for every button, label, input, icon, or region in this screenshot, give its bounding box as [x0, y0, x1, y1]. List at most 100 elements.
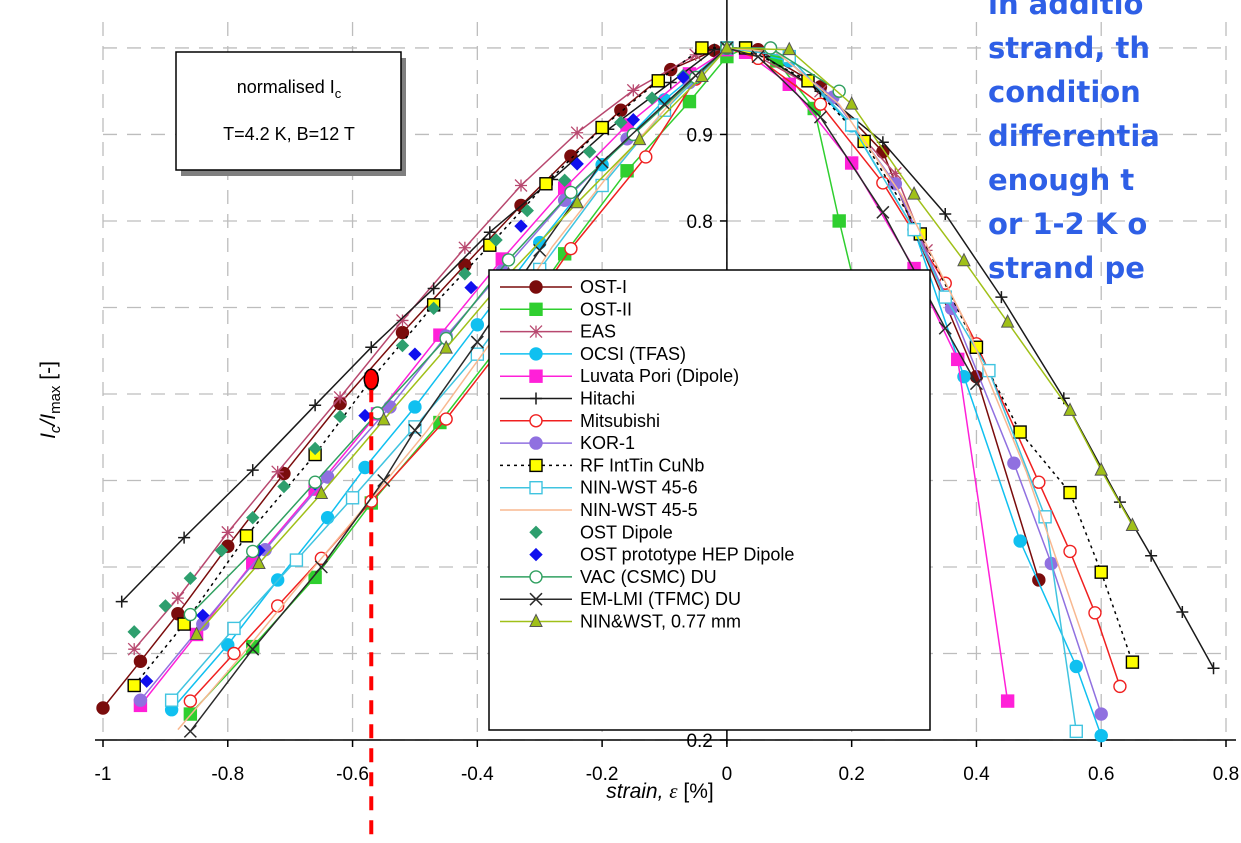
data-point — [689, 48, 703, 62]
data-point — [308, 475, 322, 489]
data-point — [345, 491, 360, 505]
legend-label: OST-I — [580, 277, 627, 297]
data-point — [1088, 606, 1102, 620]
legend-swatch-marker — [529, 613, 543, 627]
strain-marker-layer — [363, 368, 380, 843]
x-tick-label: 0.4 — [963, 764, 990, 785]
data-point — [439, 412, 453, 426]
data-point — [751, 51, 765, 66]
data-point — [246, 639, 260, 654]
data-point — [133, 693, 148, 707]
legend-item: NIN&WST, 0.77 mm — [500, 612, 741, 632]
y-tick-label: 0.9 — [686, 125, 712, 146]
data-point — [651, 74, 665, 88]
data-point — [951, 352, 965, 367]
data-point — [1063, 485, 1077, 500]
data-point — [333, 390, 347, 404]
data-point — [1125, 517, 1140, 531]
legend-label: NIN-WST 45-6 — [580, 478, 698, 498]
data-point — [1013, 425, 1027, 439]
data-point — [888, 166, 902, 180]
legend-item: Hitachi — [500, 389, 635, 409]
data-point — [720, 39, 734, 54]
data-point — [1069, 724, 1083, 739]
data-point — [470, 335, 484, 349]
data-point — [626, 113, 641, 127]
slide-text-line: in additio — [988, 0, 1144, 21]
legend-label: VAC (CSMC) DU — [580, 567, 717, 587]
data-point — [115, 595, 128, 608]
data-point — [177, 617, 191, 631]
legend-item: OST Dipole — [529, 522, 673, 542]
series-line — [177, 47, 1090, 731]
data-point — [189, 626, 204, 640]
legend-label: OCSI (TFAS) — [580, 344, 686, 364]
data-point — [139, 674, 154, 688]
data-point — [564, 241, 578, 256]
data-point — [246, 464, 259, 477]
data-point — [620, 164, 634, 178]
legend-swatch-marker — [529, 414, 543, 428]
slide-body-text: in additio strand, th condition differen… — [988, 0, 1241, 290]
legend-swatch-marker — [529, 347, 543, 361]
data-point — [664, 76, 677, 89]
data-point — [227, 621, 241, 636]
data-point — [695, 68, 709, 82]
y-axis-title-part: [-] — [37, 361, 60, 386]
data-point — [320, 470, 335, 484]
data-point — [171, 591, 185, 605]
data-point — [309, 399, 322, 412]
data-point — [464, 280, 478, 295]
data-point — [939, 208, 952, 221]
data-point — [632, 131, 647, 146]
data-point — [595, 120, 609, 135]
legend-swatch-marker — [530, 392, 542, 405]
data-point — [358, 408, 372, 423]
data-point — [801, 74, 815, 88]
x-axis-title-part: strain, — [606, 780, 669, 803]
series-rf-inttin-cunb — [127, 41, 1140, 693]
series-line — [133, 47, 928, 650]
data-point — [657, 97, 672, 111]
data-point — [183, 694, 198, 708]
series-line — [196, 47, 1134, 635]
data-point — [127, 678, 141, 693]
note-line-2: T=4.2 K, B=12 T — [223, 124, 355, 144]
data-point — [957, 252, 971, 267]
data-point — [271, 465, 285, 479]
y-axis-title-part: /I — [37, 414, 60, 428]
data-point — [1000, 694, 1015, 708]
data-point — [314, 485, 329, 499]
x-axis-title-part: [%] — [678, 780, 714, 803]
legend-swatch-marker — [529, 280, 543, 294]
data-point — [920, 243, 933, 257]
data-point — [676, 70, 690, 85]
data-point — [308, 570, 322, 585]
data-point — [1032, 475, 1046, 489]
data-point — [832, 84, 846, 98]
data-point — [582, 145, 597, 159]
x-tick-label: 0.2 — [838, 764, 864, 785]
data-point — [365, 341, 378, 354]
strain-marker-point — [363, 368, 380, 391]
data-point — [564, 185, 578, 200]
series-ost-prototype-hep-dipole — [139, 70, 690, 688]
data-point — [570, 126, 584, 140]
data-point — [408, 420, 422, 434]
data-point — [832, 214, 846, 228]
data-point — [158, 599, 173, 613]
data-point — [782, 41, 797, 56]
legend-item: VAC (CSMC) DU — [500, 567, 717, 587]
legend-item: OST prototype HEP Dipole — [529, 545, 794, 565]
x-tick-label: -0.2 — [586, 764, 619, 785]
data-point — [221, 525, 235, 539]
data-point — [426, 301, 441, 316]
data-point — [938, 290, 952, 304]
data-point — [439, 340, 453, 354]
legend-label: NIN-WST 45-5 — [580, 500, 698, 520]
legend-item: OCSI (TFAS) — [500, 344, 686, 364]
y-axis-title-part: I — [37, 433, 60, 439]
legend-item: Mitsubishi — [500, 411, 660, 431]
data-point — [483, 226, 496, 239]
